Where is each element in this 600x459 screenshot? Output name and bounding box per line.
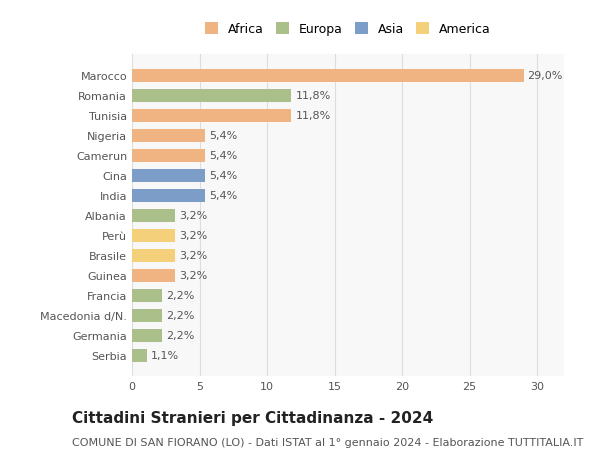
- Bar: [132, 309, 162, 322]
- Text: 5,4%: 5,4%: [209, 151, 237, 161]
- Text: 1,1%: 1,1%: [151, 350, 179, 360]
- Bar: [132, 90, 292, 102]
- Text: 11,8%: 11,8%: [295, 111, 331, 121]
- Text: COMUNE DI SAN FIORANO (LO) - Dati ISTAT al 1° gennaio 2024 - Elaborazione TUTTIT: COMUNE DI SAN FIORANO (LO) - Dati ISTAT …: [72, 437, 583, 447]
- Bar: [132, 129, 205, 142]
- Bar: [132, 349, 147, 362]
- Text: 5,4%: 5,4%: [209, 171, 237, 181]
- Text: 2,2%: 2,2%: [166, 310, 194, 320]
- Bar: [132, 329, 162, 342]
- Bar: [132, 150, 205, 162]
- Text: 3,2%: 3,2%: [179, 211, 208, 221]
- Bar: [132, 189, 205, 202]
- Text: 29,0%: 29,0%: [527, 71, 563, 81]
- Text: 3,2%: 3,2%: [179, 270, 208, 280]
- Text: 2,2%: 2,2%: [166, 330, 194, 340]
- Bar: [132, 70, 523, 83]
- Text: 5,4%: 5,4%: [209, 191, 237, 201]
- Bar: [132, 269, 175, 282]
- Bar: [132, 209, 175, 222]
- Text: 3,2%: 3,2%: [179, 231, 208, 241]
- Bar: [132, 229, 175, 242]
- Bar: [132, 169, 205, 182]
- Text: 3,2%: 3,2%: [179, 251, 208, 261]
- Text: Cittadini Stranieri per Cittadinanza - 2024: Cittadini Stranieri per Cittadinanza - 2…: [72, 410, 433, 425]
- Bar: [132, 110, 292, 123]
- Bar: [132, 289, 162, 302]
- Legend: Africa, Europa, Asia, America: Africa, Europa, Asia, America: [202, 20, 494, 40]
- Text: 5,4%: 5,4%: [209, 131, 237, 141]
- Text: 11,8%: 11,8%: [295, 91, 331, 101]
- Bar: [132, 249, 175, 262]
- Text: 2,2%: 2,2%: [166, 291, 194, 301]
